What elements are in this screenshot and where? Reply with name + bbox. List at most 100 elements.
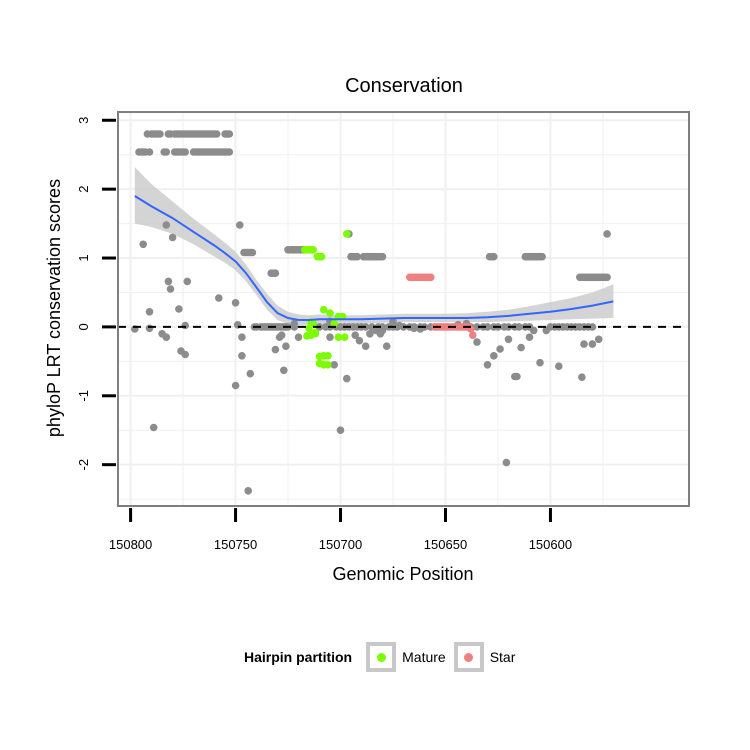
legend-label-star: Star [489, 649, 516, 665]
point-other [145, 324, 154, 333]
point-other [504, 335, 513, 344]
points-layer [131, 130, 611, 495]
point-other [343, 374, 351, 383]
point-other [603, 230, 611, 238]
point-star [427, 273, 435, 282]
point-other [513, 372, 521, 381]
point-other [181, 321, 189, 330]
point-other [473, 323, 481, 331]
point-other [238, 333, 246, 342]
point-other [525, 333, 534, 342]
legend-key-mature [366, 642, 397, 672]
point-other [361, 342, 370, 351]
point-other [502, 458, 511, 467]
legend-dot-mature [376, 652, 386, 662]
point-other [378, 252, 387, 261]
legend: Hairpin partition Mature Star [244, 640, 523, 674]
point-other [183, 277, 192, 286]
point-other [168, 233, 177, 242]
point-other [181, 148, 189, 156]
point-other [238, 352, 246, 360]
point-other [290, 319, 299, 328]
point-other [395, 321, 404, 330]
point-other [410, 324, 418, 333]
x-tick-label: 150750 [214, 537, 257, 552]
panel-border [117, 111, 690, 507]
point-other [145, 148, 154, 156]
point-other [490, 352, 498, 360]
point-mature [340, 333, 349, 342]
point-other [175, 305, 183, 313]
point-other [294, 333, 303, 342]
point-other [156, 130, 164, 138]
point-other [355, 336, 364, 345]
smooth-line [134, 195, 614, 321]
point-other [282, 342, 290, 351]
point-mature [309, 246, 318, 254]
point-other [139, 240, 147, 249]
point-other [538, 252, 546, 261]
x-axis-label: Genomic Position [332, 564, 473, 584]
point-other [271, 345, 280, 354]
point-mature [319, 305, 328, 314]
point-other [555, 362, 563, 371]
point-other [351, 331, 360, 340]
point-star [469, 331, 477, 340]
point-other [166, 285, 175, 293]
point-mature [326, 309, 334, 317]
point-mature [317, 252, 326, 261]
point-other [164, 277, 173, 286]
point-other [336, 426, 345, 435]
point-other [496, 345, 504, 353]
point-mature [305, 324, 313, 333]
axis-ticks: -2 -1 0 1 2 3 150800 150750 150700 150650 150600 [76, 117, 572, 552]
point-other [483, 323, 492, 331]
point-other [594, 335, 603, 344]
point-other [389, 317, 397, 326]
x-tick-label: 150800 [109, 537, 152, 552]
confidence-band [134, 167, 614, 326]
point-other [366, 330, 374, 338]
point-other [231, 381, 240, 390]
smooth-line-layer [134, 195, 614, 321]
point-other [378, 326, 387, 335]
y-tick-label: -1 [76, 390, 91, 402]
point-other [149, 423, 158, 432]
chart-title: Conservation [345, 75, 463, 97]
point-other [162, 333, 171, 342]
point-other [248, 248, 257, 257]
point-other [490, 252, 498, 261]
legend-label-mature: Mature [402, 649, 446, 665]
point-other [483, 361, 492, 369]
point-other [277, 331, 286, 340]
point-other [588, 340, 597, 348]
point-other [181, 350, 189, 359]
point-other [145, 308, 154, 316]
point-other [529, 326, 538, 335]
point-other [580, 340, 588, 348]
y-tick-label: 1 [76, 254, 91, 261]
point-other [330, 361, 339, 369]
y-tick-label: -2 [76, 459, 91, 471]
point-other [603, 273, 611, 282]
y-axis-label: phyloP LRT conservation scores [44, 179, 64, 437]
point-other [225, 130, 234, 138]
point-other [280, 366, 288, 375]
x-tick-label: 150700 [319, 537, 362, 552]
point-other [246, 369, 255, 378]
point-other [212, 130, 221, 138]
legend-title: Hairpin partition [244, 649, 353, 665]
point-other [542, 326, 551, 335]
point-other [353, 252, 362, 261]
point-mature [334, 333, 343, 342]
point-other [473, 338, 481, 346]
point-other [231, 299, 240, 307]
point-other [225, 148, 234, 156]
legend-key-star [453, 642, 484, 672]
y-tick-label: 0 [76, 323, 91, 330]
x-tick-label: 150600 [529, 537, 572, 552]
point-mature [324, 352, 332, 360]
confidence-band-layer [134, 167, 614, 326]
point-other [162, 221, 171, 229]
